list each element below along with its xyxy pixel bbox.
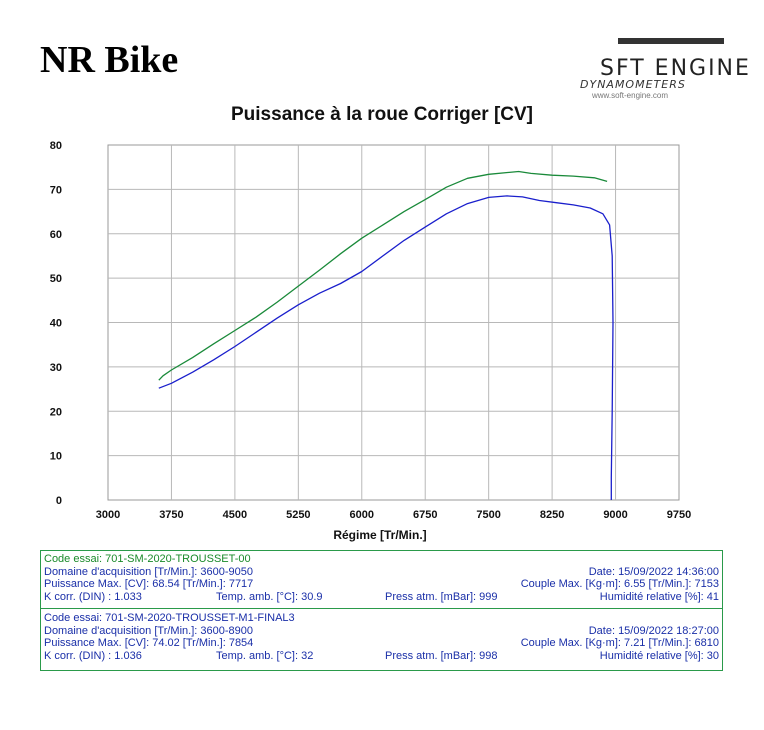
y-tick-label: 70 [50, 184, 62, 196]
run2-block: Code essai: 701-SM-2020-TROUSSET-M1-FINA… [41, 609, 722, 670]
grid-layer [108, 145, 679, 500]
run2-power-max: Puissance Max. [CV]: 74.02 [Tr/Min.]: 78… [44, 637, 254, 649]
soft-engine-logo: SFT ENGINE DYNAMOMETERS www.soft-engine.… [570, 36, 749, 102]
x-tick-label: 4500 [223, 509, 247, 521]
run2-code: Code essai: 701-SM-2020-TROUSSET-M1-FINA… [44, 612, 295, 624]
run2-press: Press atm. [mBar]: 998 [385, 649, 498, 662]
series-line-1: 701-SM-2020-TROUSSET-00 [158, 195, 614, 500]
run1-date: Date: 15/09/2022 14:36:00 [588, 565, 719, 578]
y-tick-label: 20 [50, 406, 62, 418]
x-tick-label: 9000 [603, 509, 627, 521]
logo-word: SFT ENGINE [600, 56, 751, 81]
series-line-2: 701-SM-2020-TROUSSET-M1-FINAL3 [158, 170, 608, 381]
logo-url: www.soft-engine.com [592, 91, 669, 100]
x-tick-label: 7500 [476, 509, 500, 521]
y-tick-label: 10 [50, 451, 62, 463]
y-tick-label: 0 [56, 495, 62, 507]
x-tick-label: 8250 [540, 509, 564, 521]
y-tick-label: 50 [50, 273, 62, 285]
series-layer: 701-SM-2020-TROUSSET-00701-SM-2020-TROUS… [158, 170, 614, 500]
run1-power-max: Puissance Max. [CV]: 68.54 [Tr/Min.]: 77… [44, 578, 254, 590]
logo-bar [618, 38, 724, 44]
x-tick-label: 6000 [350, 509, 374, 521]
tick-layer: 3000 3750 4500 5250 6000 6750 7500 8250 9000 9750… [50, 140, 691, 521]
run1-torque-max: Couple Max. [Kg·m]: 6.55 [Tr/Min.]: 7153 [520, 578, 719, 590]
x-tick-label: 6750 [413, 509, 437, 521]
run1-temp: Temp. amb. [°C]: 30.9 [216, 590, 323, 603]
run2-k-corr: K corr. (DIN) : 1.036 [44, 649, 142, 662]
x-axis-label: Régime [Tr/Min.] [333, 528, 426, 542]
x-tick-label: 5250 [286, 509, 310, 521]
logo-subtitle: DYNAMOMETERS [580, 78, 686, 91]
run1-domain: Domaine d'acquisition [Tr/Min.]: 3600-90… [44, 565, 253, 578]
brand-title: NR Bike [40, 39, 179, 81]
x-tick-label: 3750 [159, 509, 183, 521]
y-tick-label: 40 [50, 318, 62, 330]
info-panel: Code essai: 701-SM-2020-TROUSSET-00 Doma… [40, 550, 723, 671]
power-chart: 3000 3750 4500 5250 6000 6750 7500 8250 9000 9750… [50, 140, 691, 542]
x-tick-label: 9750 [667, 509, 691, 521]
y-tick-label: 60 [50, 229, 62, 241]
run1-block: Code essai: 701-SM-2020-TROUSSET-00 Doma… [41, 551, 722, 609]
run2-date: Date: 15/09/2022 18:27:00 [588, 624, 719, 637]
run1-press: Press atm. [mBar]: 999 [385, 590, 498, 603]
chart-title: Puissance à la roue Corriger [CV] [231, 104, 533, 125]
run2-torque-max: Couple Max. [Kg·m]: 7.21 [Tr/Min.]: 6810 [520, 637, 719, 649]
run1-k-corr: K corr. (DIN) : 1.033 [44, 590, 142, 603]
run2-domain: Domaine d'acquisition [Tr/Min.]: 3600-89… [44, 624, 253, 637]
x-tick-label: 3000 [96, 509, 120, 521]
run2-temp: Temp. amb. [°C]: 32 [216, 649, 314, 662]
y-tick-label: 30 [50, 362, 62, 374]
run2-humidity: Humidité relative [%]: 30 [599, 649, 719, 662]
y-tick-label: 80 [50, 140, 62, 152]
run1-code: Code essai: 701-SM-2020-TROUSSET-00 [44, 553, 251, 565]
run1-humidity: Humidité relative [%]: 41 [599, 590, 719, 603]
